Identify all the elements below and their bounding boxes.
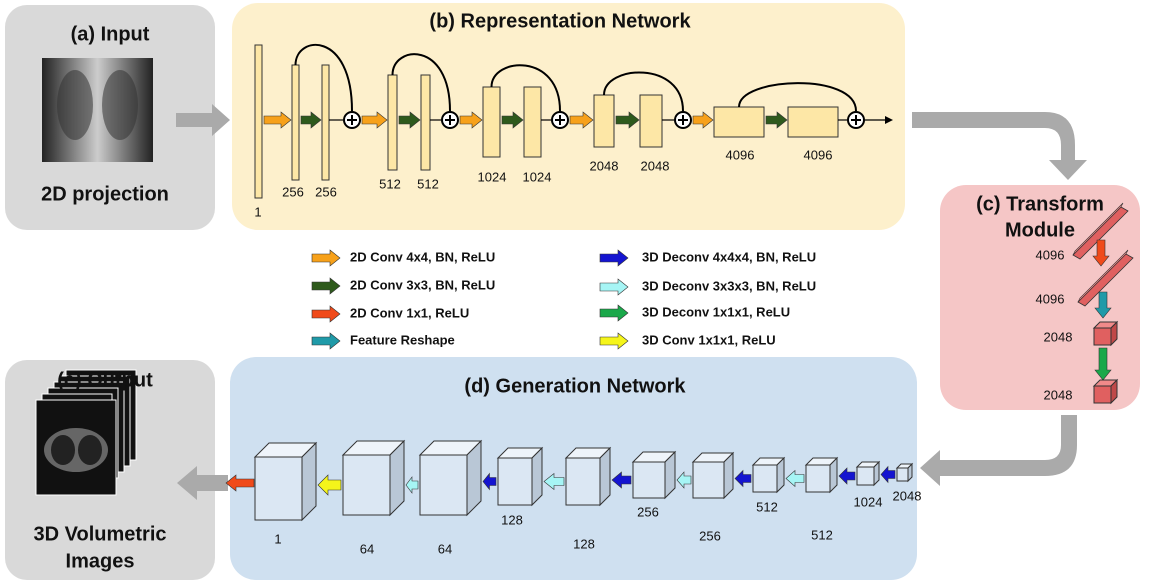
feature-map xyxy=(255,45,262,198)
feature-map xyxy=(483,87,500,157)
layer-size: 128 xyxy=(573,536,595,551)
feature-map xyxy=(640,95,662,147)
layer-size: 128 xyxy=(501,512,523,527)
panel-title: (e) Output xyxy=(57,369,153,391)
layer-size: 256 xyxy=(315,184,337,199)
layer-size: 64 xyxy=(438,541,452,556)
layer-size: 256 xyxy=(282,184,304,199)
layer-size: 1024 xyxy=(478,169,507,184)
layer-arrow xyxy=(600,279,628,295)
panel-title: Module xyxy=(1005,219,1075,241)
cube-front xyxy=(806,465,830,492)
legend-label: 3D Deconv 1x1x1, ReLU xyxy=(642,304,790,319)
layer-size: 64 xyxy=(360,541,374,556)
layer-size: 4096 xyxy=(1036,291,1065,306)
legend-label: 2D Conv 1x1, ReLU xyxy=(350,305,469,320)
panel-title: (c) Transform xyxy=(976,193,1104,215)
flow-arrow xyxy=(912,112,1087,180)
cube-front xyxy=(633,462,665,498)
cube-front xyxy=(255,457,302,520)
cube-side xyxy=(532,448,542,505)
layer-arrow xyxy=(312,250,340,266)
layer-size: 2048 xyxy=(893,488,922,503)
cube-front xyxy=(693,462,724,498)
legend-label: 2D Conv 3x3, BN, ReLU xyxy=(350,277,495,292)
layer-size: 2048 xyxy=(641,158,670,173)
feature-map xyxy=(524,87,541,157)
layer-size: 1024 xyxy=(854,494,883,509)
legend-label: Feature Reshape xyxy=(350,332,455,347)
layer-size: 4096 xyxy=(804,147,833,162)
layer-size: 1 xyxy=(274,531,281,546)
layer-size: 1 xyxy=(254,204,261,219)
cube-front xyxy=(1094,386,1111,403)
legend-label: 3D Deconv 3x3x3, BN, ReLU xyxy=(642,278,816,293)
cube-front xyxy=(857,467,874,485)
diagram: (a) Input 2D projection (b) Representation… xyxy=(0,0,1157,585)
layer-arrow xyxy=(312,278,340,294)
cube-side xyxy=(302,443,316,520)
feature-map xyxy=(388,75,397,170)
legend-label: 3D Deconv 4x4x4, BN, ReLU xyxy=(642,249,816,264)
cube-side xyxy=(600,448,610,505)
layer-size: 4096 xyxy=(726,147,755,162)
layer-arrow xyxy=(312,306,340,322)
feature-map xyxy=(322,65,329,180)
flow-arrow xyxy=(920,415,1077,486)
layer-size: 2048 xyxy=(590,158,619,173)
feature-map xyxy=(421,75,430,170)
legend-label: 2D Conv 4x4, BN, ReLU xyxy=(350,249,495,264)
feature-map xyxy=(292,65,299,180)
layer-size: 1024 xyxy=(523,169,552,184)
cube-front xyxy=(498,458,532,505)
panel-title: (d) Generation Network xyxy=(464,375,686,397)
feature-map xyxy=(594,95,614,147)
panel-caption: 2D projection xyxy=(41,183,169,205)
layer-arrow xyxy=(600,250,628,266)
panel-title: (a) Input xyxy=(71,23,150,45)
cube-front xyxy=(566,458,600,505)
xray-lung xyxy=(102,70,138,140)
layer-size: 512 xyxy=(811,527,833,542)
feature-map xyxy=(788,107,838,137)
layer-size: 4096 xyxy=(1036,247,1065,262)
legend-label: 3D Conv 1x1x1, ReLU xyxy=(642,332,776,347)
layer-size: 512 xyxy=(756,499,778,514)
panel-caption: Images xyxy=(66,550,135,572)
cube-front xyxy=(420,455,467,515)
cube-front xyxy=(1094,328,1111,345)
layer-size: 256 xyxy=(637,504,659,519)
panel-caption: 3D Volumetric xyxy=(34,523,167,545)
cube-front xyxy=(753,465,777,492)
feature-map xyxy=(714,107,764,137)
layer-size: 256 xyxy=(699,528,721,543)
layer-arrow xyxy=(312,333,340,349)
layer-size: 2048 xyxy=(1044,329,1073,344)
layer-arrow xyxy=(600,333,628,349)
cube-front xyxy=(343,455,390,515)
panel-title: (b) Representation Network xyxy=(429,10,691,32)
layer-arrow xyxy=(600,305,628,321)
layer-size: 2048 xyxy=(1044,387,1073,402)
layer-size: 512 xyxy=(417,176,439,191)
cube-front xyxy=(897,468,908,481)
xray-lung xyxy=(57,70,93,140)
layer-size: 512 xyxy=(379,176,401,191)
